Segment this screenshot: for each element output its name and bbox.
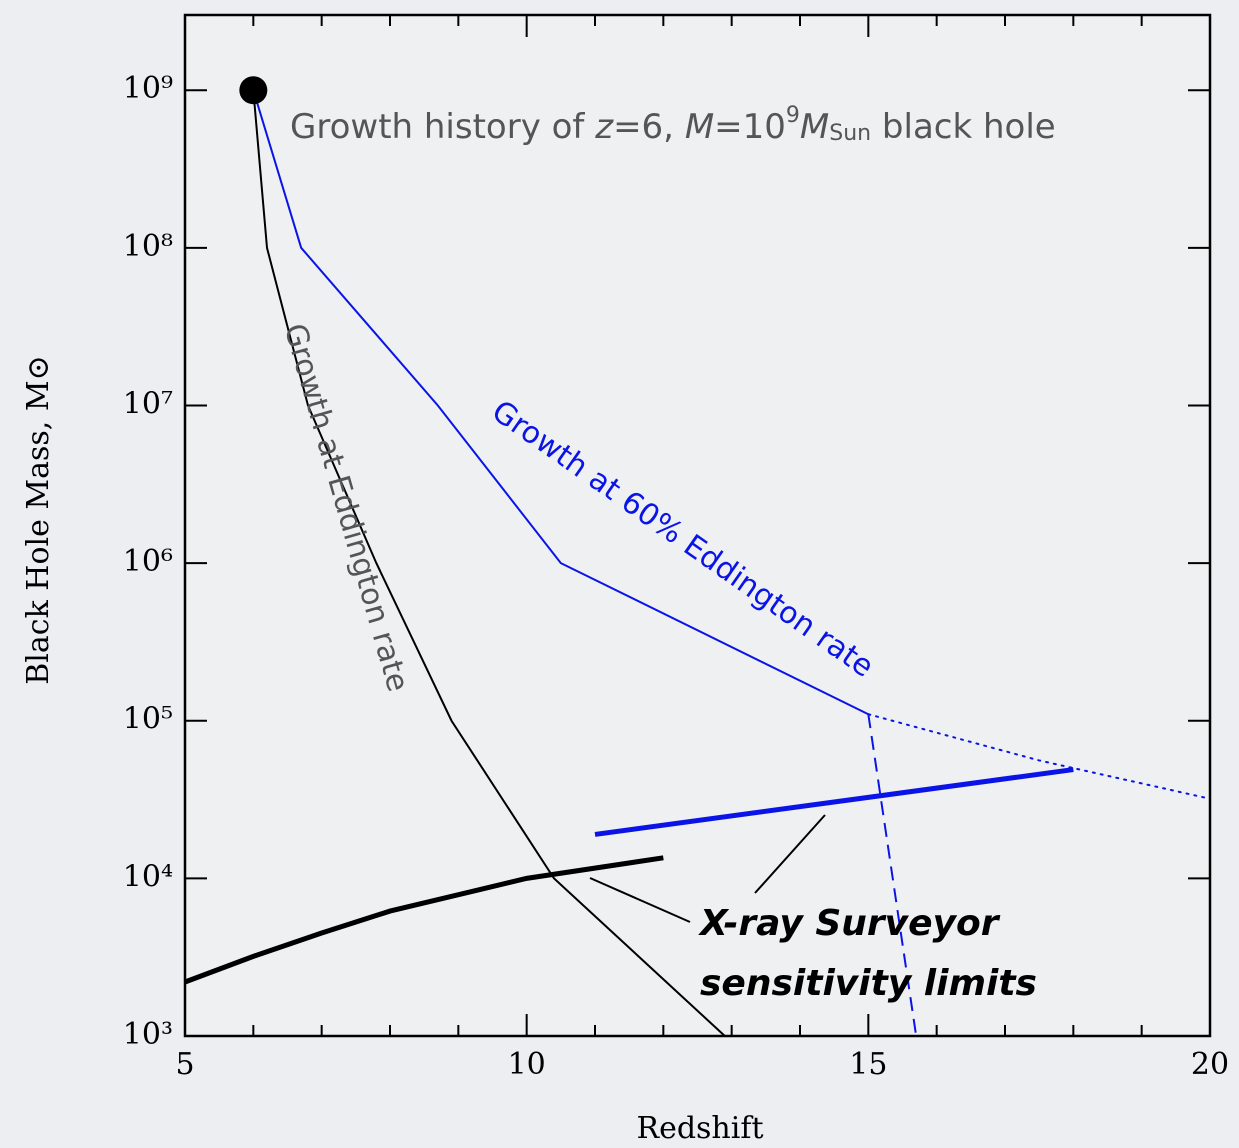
sensitivity-label: sensitivity limits	[700, 963, 1037, 1004]
plot-frame	[183, 13, 1212, 1038]
series-line	[867, 714, 918, 1037]
headline-part: =6,	[613, 107, 685, 147]
y-tick-label: 10⁹	[123, 71, 173, 106]
headline-part: =10	[714, 107, 786, 147]
headline-part: M	[800, 107, 829, 147]
y-tick-label: 10⁶	[123, 544, 173, 579]
y-tick-label: 10⁸	[123, 229, 173, 264]
start-point	[239, 76, 268, 105]
series-line	[252, 90, 726, 1037]
headline-part: Growth history of	[290, 107, 595, 147]
sensitivity-label: X-ray Surveyor	[698, 903, 1001, 944]
headline-part: z	[594, 107, 614, 147]
y-tick-label: 10⁷	[123, 386, 173, 421]
y-axis-label: Black Hole Mass, M⊙	[21, 355, 56, 684]
x-tick-label: 5	[175, 1047, 194, 1082]
headline-part: M	[685, 107, 714, 147]
x-tick-label: 15	[849, 1047, 887, 1082]
y-tick-label: 10⁴	[123, 859, 173, 894]
y-tick-label: 10⁵	[123, 702, 173, 737]
callout-line	[754, 814, 826, 894]
series-line	[867, 713, 1211, 800]
x-tick-label: 20	[1191, 1047, 1229, 1082]
callout-line	[589, 877, 691, 923]
headline-part: Sun	[829, 121, 871, 146]
headline-part: black hole	[871, 107, 1056, 147]
series-line	[594, 767, 1074, 837]
x-axis-label: Redshift	[636, 1111, 763, 1146]
series-line	[252, 89, 869, 716]
plot-area	[185, 15, 1210, 1036]
x-tick-label: 10	[508, 1047, 546, 1082]
y-tick-label: 10³	[123, 1017, 173, 1052]
headline-part: 9	[786, 103, 800, 128]
headline: Growth history of z=6, M=109MSun black h…	[290, 103, 1056, 147]
series-line	[184, 855, 664, 985]
